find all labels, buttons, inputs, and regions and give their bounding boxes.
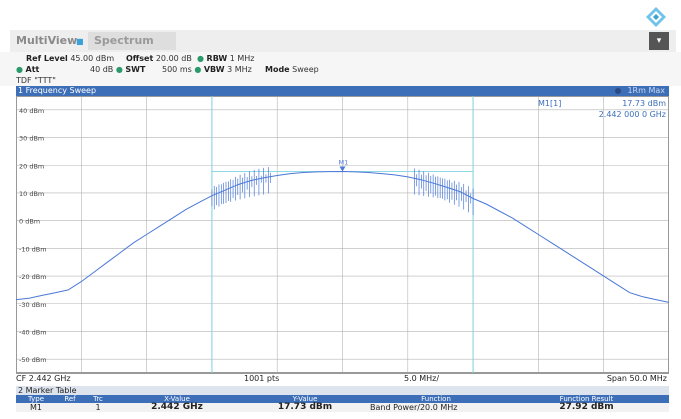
menu-button[interactable]: ▾ (649, 32, 669, 50)
offset-label: Offset (126, 54, 154, 63)
top-bar (0, 0, 681, 28)
y-tick-label: 40 dBm (19, 107, 44, 115)
marker-readout-level: 17.73 dBm (622, 99, 666, 108)
tab-indicator-dot: ■ (76, 37, 84, 46)
cell-type: M1 (30, 403, 42, 412)
header-function-result: Function Result (559, 395, 614, 403)
rbw-value: 1 MHz (229, 54, 255, 63)
tab-multiview[interactable]: MultiView (16, 34, 78, 47)
mode-label: Mode (265, 65, 290, 74)
tab-strip (10, 30, 676, 52)
header-function: Function (421, 395, 451, 403)
division-width: 5.0 MHz/ (404, 374, 440, 383)
att-value: 40 dB (90, 65, 114, 74)
panel-title: 1 Frequency Sweep (18, 86, 97, 95)
mode-value: Sweep (292, 65, 319, 74)
table-row[interactable]: M1 1 2.442 GHz 17.73 dBm Band Power/20.0… (16, 403, 669, 412)
cell-trc: 1 (95, 403, 101, 412)
y-tick-label: 0 dBm (19, 218, 40, 226)
marker-label: M1 (339, 159, 349, 167)
y-tick-labels: 40 dBm 30 dBm 20 dBm 10 dBm 0 dBm -10 dBm -20 … (19, 107, 47, 364)
brand-diamond-icon (646, 7, 666, 27)
marker-readout-freq: 2.442 000 0 GHz (599, 110, 666, 119)
chevron-down-icon: ▾ (656, 36, 662, 46)
marker-table-header: Type Ref Trc X-Value Y-Value Function Fu… (16, 395, 669, 403)
trace-indicator-icon (615, 88, 621, 94)
y-tick-label: -20 dBm (19, 273, 47, 281)
swt-value: 500 ms (162, 65, 192, 74)
ref-level-label: Ref Level (26, 54, 68, 63)
plot-frame (16, 96, 669, 373)
span-value: Span 50.0 MHz (606, 374, 667, 383)
header-trc: Trc (93, 395, 103, 403)
cell-function: Band Power/20.0 MHz (370, 403, 458, 412)
tdf-label: TDF "TTT" (16, 76, 56, 85)
marker-triangle-icon (339, 166, 346, 172)
cell-function-result: 27.92 dBm (559, 402, 614, 412)
marker-table-title: 2 Marker Table (16, 386, 669, 395)
cell-y-value: 17.73 dBm (277, 402, 333, 412)
vbw-label: VBW (203, 65, 225, 74)
ref-level-value: 45.00 dBm (70, 54, 115, 63)
header-type: Type (27, 395, 45, 403)
panel-title-bar: 1 Frequency Sweep 1Rm Max (16, 86, 669, 96)
spectrum-plot[interactable]: 40 dBm 30 dBm 20 dBm 10 dBm 0 dBm -10 dBm -20 … (16, 96, 669, 373)
y-tick-label: -50 dBm (19, 356, 47, 364)
header-x-value: X-Value (164, 395, 190, 403)
y-tick-label: 20 dBm (19, 162, 44, 170)
settings-summary: Ref Level 45.00 dBm Offset 20.00 dB ● RB… (0, 52, 681, 86)
y-tick-label: 30 dBm (19, 135, 44, 143)
marker-m1[interactable]: M1 (339, 159, 349, 172)
trace-ripple (211, 167, 474, 216)
tab-spectrum[interactable]: Spectrum (88, 32, 176, 50)
cell-x-value: 2.442 GHz (151, 402, 203, 412)
trace-mode: 1Rm Max (627, 86, 665, 95)
att-label: Att (25, 65, 40, 74)
y-tick-label: -10 dBm (19, 245, 47, 253)
swt-label: SWT (125, 65, 146, 74)
plot-footer: CF 2.442 GHz 1001 pts 5.0 MHz/ Span 50.0… (16, 373, 669, 384)
header-ref: Ref (64, 395, 76, 403)
vbw-value: 3 MHz (227, 65, 252, 74)
y-tick-label: 10 dBm (19, 190, 44, 198)
marker-readout-label: M1[1] (538, 99, 561, 108)
rbw-label: RBW (206, 54, 228, 63)
sweep-points: 1001 pts (244, 374, 280, 383)
header-y-value: Y-Value (292, 395, 318, 403)
offset-value: 20.00 dB (155, 54, 192, 63)
y-tick-label: -40 dBm (19, 328, 47, 336)
y-tick-label: -30 dBm (19, 301, 47, 309)
center-frequency: CF 2.442 GHz (16, 374, 71, 383)
